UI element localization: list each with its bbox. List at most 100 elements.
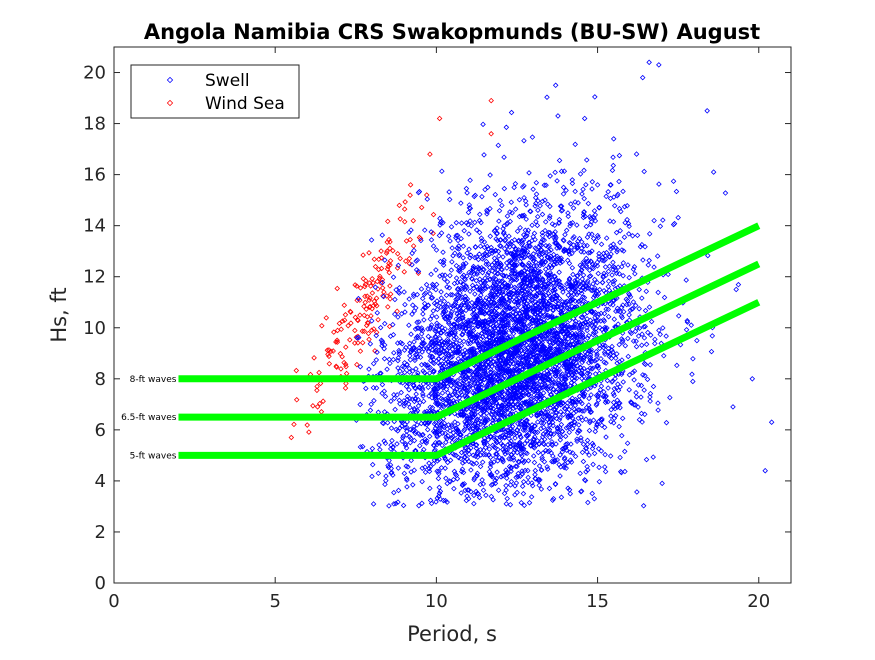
data-point (493, 281, 499, 288)
data-point (445, 422, 452, 428)
data-point (489, 250, 495, 256)
data-point (484, 307, 490, 314)
data-point (543, 431, 550, 437)
data-point (345, 322, 351, 329)
data-point (471, 346, 477, 352)
data-point (611, 392, 617, 399)
data-point (411, 247, 417, 254)
data-point (583, 262, 590, 269)
data-point (527, 208, 534, 215)
data-point (474, 284, 480, 290)
data-point (504, 221, 510, 228)
data-point (537, 290, 544, 296)
data-point (596, 286, 603, 293)
data-point (382, 257, 388, 263)
data-point (586, 427, 593, 434)
data-point (548, 265, 555, 271)
data-point (515, 298, 522, 305)
data-point (562, 433, 569, 440)
data-point (438, 230, 445, 236)
data-point (334, 337, 340, 344)
data-point (592, 428, 599, 435)
data-point (545, 329, 552, 336)
data-point (457, 337, 463, 344)
data-point (396, 290, 403, 296)
data-point (590, 281, 596, 287)
data-point (518, 499, 525, 506)
data-point (517, 421, 524, 427)
data-point (431, 360, 437, 367)
data-point (564, 343, 570, 350)
data-point (420, 381, 427, 387)
data-point (428, 237, 435, 243)
data-point (453, 307, 459, 314)
data-point (574, 222, 580, 228)
data-point (610, 352, 617, 359)
data-point (506, 295, 513, 301)
data-point (487, 276, 493, 283)
data-point (564, 459, 571, 466)
data-point (642, 372, 648, 379)
data-point (357, 401, 363, 408)
data-point (581, 167, 587, 174)
data-point (558, 376, 565, 383)
data-point (592, 383, 598, 389)
data-point (493, 336, 500, 343)
data-point (464, 250, 470, 256)
data-point (399, 363, 406, 370)
data-point (582, 349, 589, 356)
data-point (602, 256, 609, 263)
data-point (399, 423, 405, 429)
data-point (636, 416, 643, 423)
data-point (404, 424, 410, 431)
data-point (641, 335, 648, 341)
data-point (502, 236, 509, 243)
data-point (590, 294, 597, 301)
data-point (373, 357, 380, 363)
data-point (616, 341, 622, 348)
data-point (304, 422, 311, 428)
data-point (487, 377, 494, 384)
data-point (447, 348, 453, 355)
data-point (533, 263, 540, 269)
data-point (536, 393, 543, 400)
data-point (342, 385, 349, 391)
data-point (384, 419, 391, 426)
data-point (467, 252, 474, 258)
data-point (433, 499, 439, 505)
data-point (404, 428, 410, 435)
data-point (421, 369, 428, 376)
data-point (661, 353, 667, 359)
data-point (632, 271, 638, 277)
data-point (490, 300, 497, 307)
data-point (619, 247, 625, 253)
data-point (518, 450, 524, 457)
data-point (603, 360, 609, 366)
data-point (441, 308, 447, 314)
data-point (483, 492, 489, 499)
data-point (381, 438, 387, 444)
data-point (419, 438, 425, 445)
data-point (408, 347, 415, 353)
data-point (578, 248, 584, 255)
data-point (553, 373, 559, 379)
data-point (359, 339, 366, 346)
data-point (504, 447, 511, 453)
data-point (427, 316, 434, 322)
data-point (537, 378, 544, 385)
data-point (456, 381, 463, 388)
data-point (538, 254, 545, 261)
data-point (586, 405, 592, 412)
data-point (528, 341, 535, 347)
data-point (476, 387, 483, 393)
data-point (501, 229, 507, 235)
data-point (433, 247, 440, 253)
data-point (383, 473, 389, 479)
data-point (318, 408, 325, 415)
data-point (488, 434, 494, 440)
data-point (590, 417, 597, 423)
data-point (587, 221, 594, 228)
data-point (454, 245, 461, 251)
data-point (511, 315, 518, 322)
data-point (472, 411, 478, 417)
